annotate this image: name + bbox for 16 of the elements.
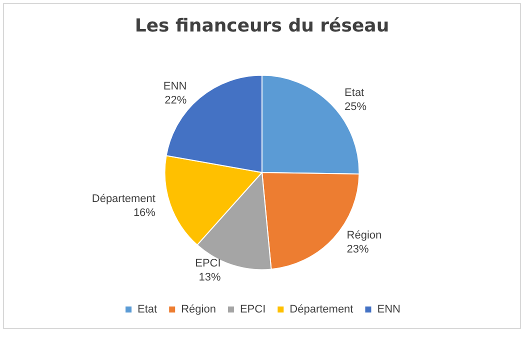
legend-label: Région xyxy=(181,304,216,316)
legend-label: Etat xyxy=(138,304,158,316)
slice-label: Etat xyxy=(344,87,364,100)
slice-label: ENN xyxy=(163,80,187,92)
legend-label: EPCI xyxy=(240,304,266,316)
data-label: 13% xyxy=(198,272,221,284)
legend-label: Département xyxy=(290,304,354,316)
legend-label: ENN xyxy=(377,304,401,316)
slice-label: Région xyxy=(346,230,382,242)
chart-title: Les financeurs du réseau xyxy=(134,16,390,36)
data-label: 16% xyxy=(133,207,156,220)
data-label: 25% xyxy=(344,101,367,114)
data-label: 23% xyxy=(346,244,370,256)
slice-label: Département xyxy=(92,193,156,206)
data-label: 22% xyxy=(164,94,187,106)
slice-label: EPCI xyxy=(195,258,221,270)
